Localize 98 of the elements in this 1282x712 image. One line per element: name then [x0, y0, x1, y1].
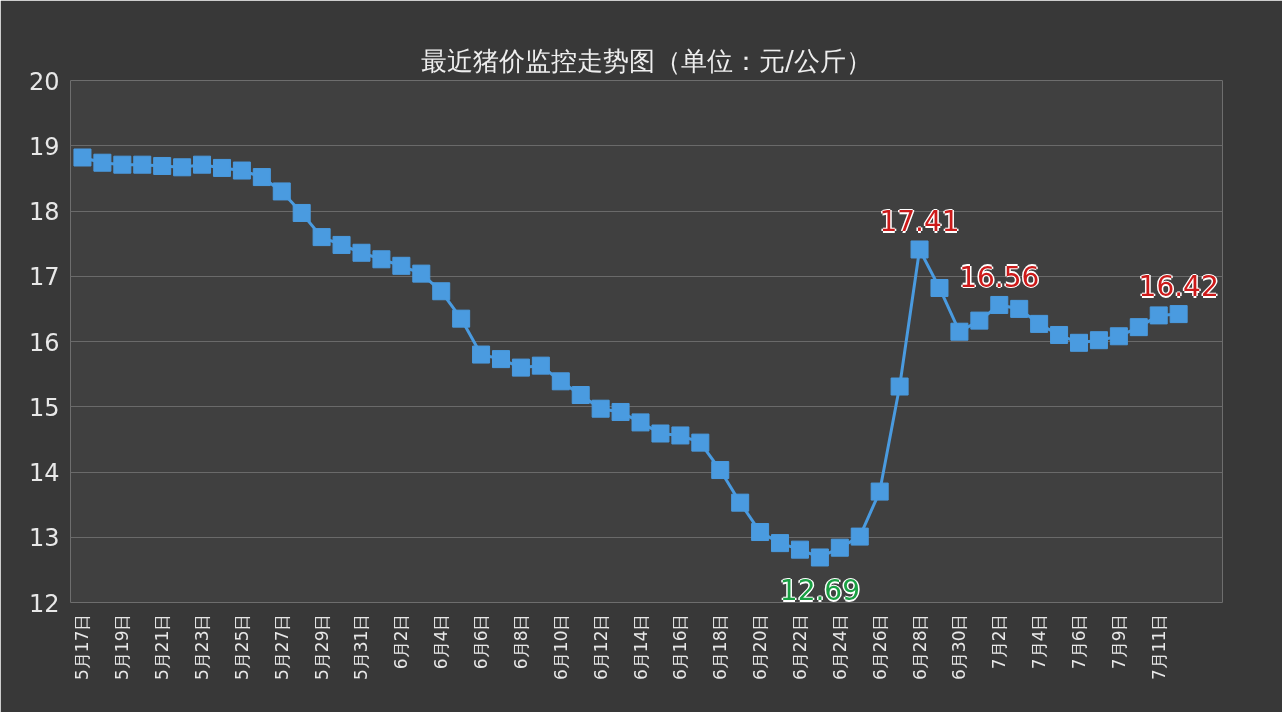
x-tick-label: 6月12日: [590, 613, 611, 680]
point: [890, 377, 909, 396]
point: [611, 402, 630, 421]
y-tick-label: 17: [28, 263, 60, 292]
x-tick-label: 6月24日: [829, 613, 850, 680]
y-tick-label: 13: [28, 524, 60, 553]
point: [472, 345, 491, 364]
data-label: 16.56: [959, 260, 1040, 294]
chart-title: 最近猪价监控走势图（单位：元/公斤）: [421, 45, 872, 76]
x-tick-label: 5月23日: [192, 613, 213, 680]
point: [1010, 299, 1029, 318]
point: [133, 155, 152, 174]
x-tick-label: 6月30日: [949, 613, 970, 680]
y-tick-label: 15: [28, 393, 60, 422]
point: [970, 311, 989, 330]
point: [1050, 325, 1069, 344]
y-tick-label: 20: [28, 67, 60, 96]
point: [412, 264, 431, 283]
point: [212, 158, 231, 177]
y-tick-label: 16: [28, 328, 60, 357]
point: [830, 538, 849, 557]
point: [790, 540, 809, 559]
x-tick-label: 5月19日: [112, 613, 133, 680]
x-tick-label: 6月4日: [431, 613, 452, 670]
x-tick-label: 6月22日: [789, 613, 810, 680]
point: [711, 461, 730, 480]
point: [990, 295, 1009, 314]
point: [551, 372, 570, 391]
point: [352, 243, 371, 262]
point: [591, 399, 610, 418]
x-tick-label: 6月8日: [510, 613, 531, 670]
x-tick-label: 6月18日: [710, 613, 731, 680]
point: [910, 240, 929, 259]
point: [531, 356, 550, 375]
point: [930, 278, 949, 297]
x-tick-label: 6月26日: [869, 613, 890, 680]
point: [1149, 306, 1168, 325]
point: [1109, 327, 1128, 346]
x-tick-label: 5月29日: [311, 613, 332, 680]
x-tick-label: 7月9日: [1108, 613, 1129, 670]
x-tick-label: 7月2日: [989, 613, 1010, 670]
point: [452, 309, 471, 328]
point: [950, 322, 969, 341]
point: [193, 155, 212, 174]
point: [1089, 331, 1108, 350]
point: [870, 482, 889, 501]
point: [691, 433, 710, 452]
y-tick-label: 18: [28, 198, 60, 226]
point: [272, 182, 291, 201]
point: [671, 426, 690, 445]
x-tick-label: 6月6日: [471, 613, 492, 670]
point: [751, 523, 770, 542]
point: [392, 256, 411, 275]
point: [232, 161, 251, 180]
x-tick-label: 7月11日: [1148, 613, 1169, 680]
point: [372, 250, 391, 269]
y-tick-label: 14: [28, 459, 60, 487]
point: [631, 413, 650, 432]
data-label: 16.42: [1138, 270, 1219, 304]
x-tick-label: 5月31日: [351, 613, 372, 680]
point: [771, 534, 790, 553]
point: [432, 282, 451, 301]
data-label: 17.41: [879, 207, 960, 240]
point: [511, 358, 530, 377]
point: [93, 153, 112, 172]
x-tick-label: 6月28日: [909, 613, 930, 680]
x-tick-label: 7月4日: [1029, 613, 1050, 670]
x-tick-label: 5月27日: [271, 613, 292, 680]
point: [1070, 333, 1088, 352]
point: [492, 350, 511, 369]
point: [1129, 318, 1148, 337]
x-tick-label: 6月2日: [391, 613, 412, 670]
x-tick-label: 6月10日: [550, 613, 571, 680]
point: [153, 156, 172, 175]
point: [252, 168, 271, 187]
y-tick-label: 12: [28, 589, 60, 618]
x-tick-label: 6月16日: [670, 613, 691, 680]
point: [850, 527, 869, 546]
point: [810, 548, 829, 567]
x-tick-label: 5月21日: [152, 613, 173, 680]
point: [292, 203, 311, 222]
point: [173, 158, 192, 177]
point: [73, 148, 92, 167]
point: [332, 235, 351, 254]
x-tick-label: 5月17日: [72, 613, 93, 680]
y-tick-label: 19: [28, 132, 60, 161]
x-tick-label: 6月20日: [750, 613, 771, 680]
point: [113, 155, 132, 174]
x-tick-label: 5月25日: [231, 613, 252, 680]
point: [571, 386, 590, 405]
x-tick-label: 6月14日: [630, 613, 651, 680]
point: [1169, 305, 1188, 324]
point: [651, 424, 670, 443]
x-tick-label: 7月6日: [1069, 613, 1089, 670]
point: [1030, 314, 1049, 333]
point: [731, 493, 750, 512]
point: [312, 228, 331, 247]
data-label: 12.69: [779, 574, 860, 608]
